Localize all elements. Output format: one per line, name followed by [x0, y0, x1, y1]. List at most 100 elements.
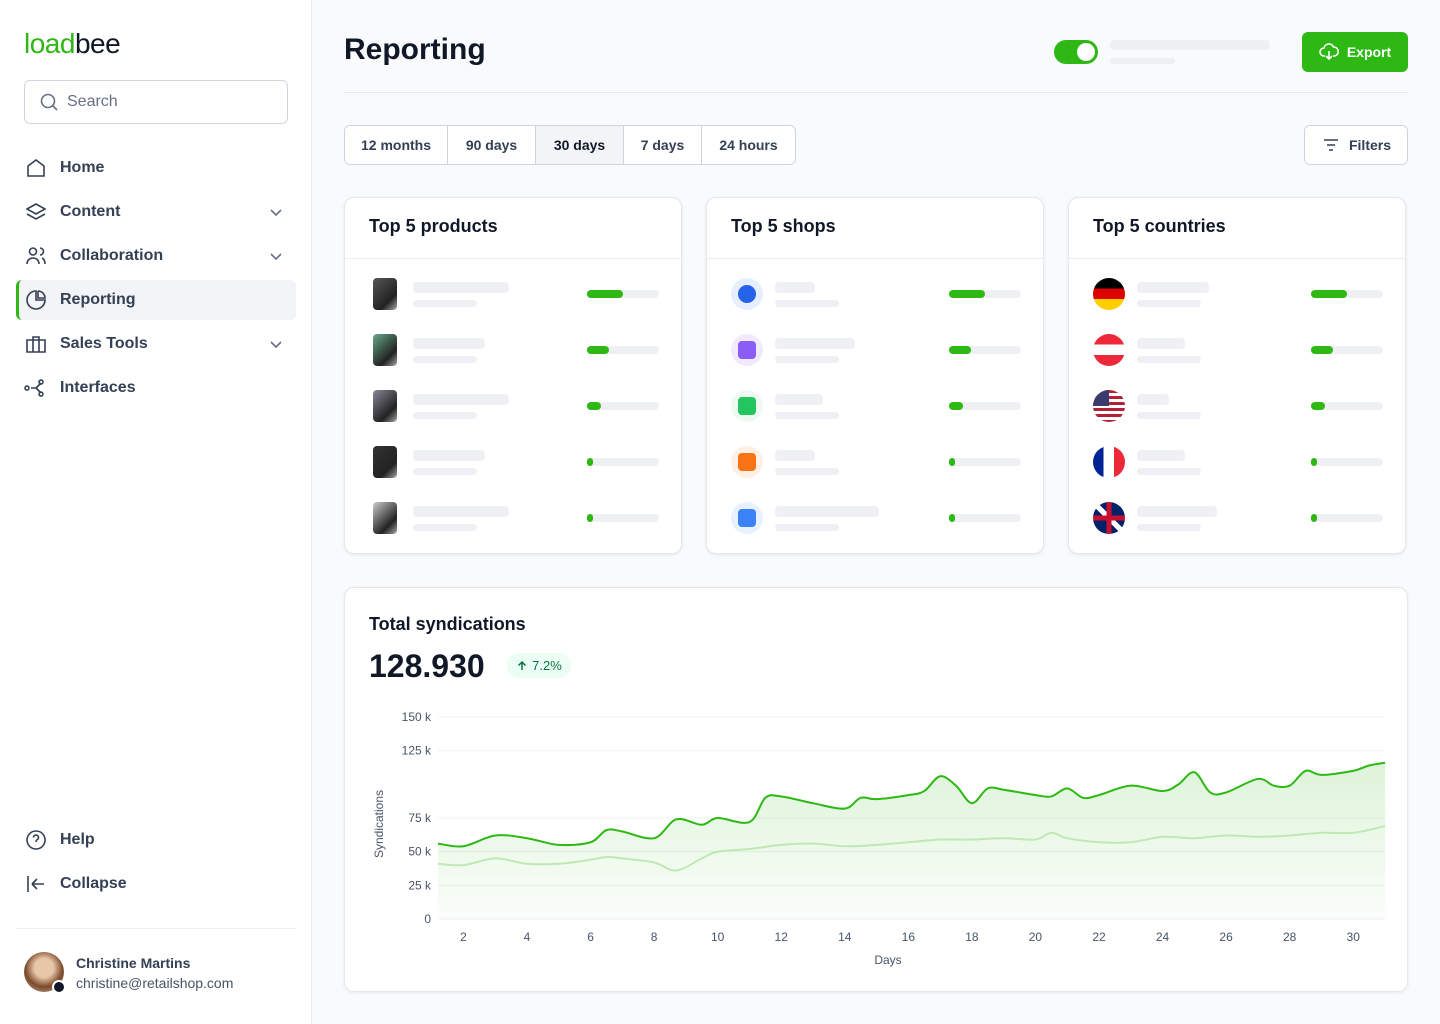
progress-fill	[587, 402, 601, 410]
nav-item[interactable]: Help	[24, 820, 296, 860]
skeleton	[775, 468, 839, 475]
progress-fill	[949, 402, 963, 410]
nav-label: Content	[60, 203, 121, 220]
nav-item[interactable]: Reporting	[24, 280, 296, 320]
filters-button[interactable]: Filters	[1304, 125, 1408, 165]
x-tick-label: 22	[1092, 930, 1106, 944]
skeleton	[1137, 506, 1217, 517]
nav-icon	[27, 876, 44, 892]
nav-item[interactable]: Content	[24, 192, 296, 232]
progress-fill	[1311, 514, 1317, 522]
icon-path	[27, 159, 45, 177]
chevron	[270, 209, 282, 217]
nav-item[interactable]: Sales Tools	[24, 324, 296, 364]
skeleton	[413, 282, 509, 293]
search-icon	[40, 93, 58, 111]
skeleton	[413, 394, 509, 405]
nav-item[interactable]: Home	[24, 148, 296, 188]
y-tick-label: 75 k	[408, 811, 432, 825]
shop-logo-mark	[738, 509, 756, 527]
nav-item[interactable]: Collaboration	[24, 236, 296, 276]
card-title: Top 5 countries	[1093, 216, 1226, 236]
line	[437, 761, 1386, 848]
progress-track	[587, 346, 659, 354]
chevron-path	[270, 341, 282, 349]
y-axis-label: Syndications	[372, 790, 386, 858]
skeleton	[1137, 524, 1201, 531]
chart-title: Total syndications	[369, 614, 526, 634]
skeleton	[1137, 300, 1201, 307]
up-arrow	[518, 660, 527, 670]
y-tick-label: 0	[424, 912, 431, 926]
avatar-badge	[52, 980, 66, 994]
progress-fill	[1311, 290, 1347, 298]
progress-track	[1311, 346, 1383, 354]
toggle[interactable]	[1054, 40, 1098, 64]
list-card: Top 5 shops	[706, 197, 1044, 554]
nav-label: Collaboration	[60, 247, 164, 264]
y-tick-label: 25 k	[408, 878, 432, 892]
skeleton	[775, 506, 879, 517]
progress-track	[587, 458, 659, 466]
skeleton	[413, 524, 477, 531]
progress-track	[587, 514, 659, 522]
nav-icon	[27, 159, 45, 177]
chevron-path	[270, 209, 282, 217]
logo-part: bee	[74, 28, 121, 59]
search[interactable]: Search	[24, 80, 288, 124]
nav-icon	[26, 290, 46, 310]
skeleton	[413, 450, 485, 461]
progress-fill	[949, 290, 985, 298]
skeleton	[413, 412, 477, 419]
skeleton	[1137, 282, 1209, 293]
progress-track	[949, 402, 1021, 410]
range-tab[interactable]: 90 days	[448, 126, 536, 164]
skeleton	[1110, 40, 1270, 50]
progress-track	[949, 290, 1021, 298]
card-title: Top 5 shops	[731, 216, 836, 236]
nav-label: Sales Tools	[60, 335, 148, 352]
range-tab[interactable]: 24 hours	[719, 137, 778, 153]
flag	[1093, 446, 1125, 478]
list-card: Top 5 products	[344, 197, 682, 554]
y-tick-label: 150 k	[402, 710, 432, 724]
divider	[1069, 258, 1405, 259]
skeleton	[775, 394, 823, 405]
x-tick-label: 6	[587, 930, 594, 944]
nav-label: Interfaces	[60, 379, 136, 396]
icon-path	[26, 290, 46, 310]
flag-canton	[1093, 390, 1109, 406]
nav-icon	[26, 336, 46, 353]
x-tick-label: 4	[524, 930, 531, 944]
icon-path	[26, 247, 46, 265]
range-tab[interactable]: 30 days	[536, 126, 624, 164]
x-tick-label: 26	[1219, 930, 1233, 944]
skeleton	[775, 412, 839, 419]
chevron	[270, 341, 282, 349]
nav-icon	[26, 830, 46, 850]
icon-path	[27, 876, 44, 892]
nav-icon	[26, 247, 46, 265]
filters-label: Filters	[1348, 137, 1391, 153]
progress-track	[949, 458, 1021, 466]
x-tick-label: 24	[1156, 930, 1170, 944]
range-tab[interactable]: 12 months	[345, 126, 448, 164]
nav-item[interactable]: Collapse	[24, 864, 296, 904]
progress-track	[1311, 290, 1383, 298]
skeleton	[413, 300, 477, 307]
x-tick-label: 12	[775, 930, 789, 944]
change-value: 7.2%	[532, 658, 562, 673]
export-button[interactable]: Export	[1302, 32, 1408, 72]
chart-card: Total syndications 128.930 7.2% 0 25 k 50 …	[344, 587, 1408, 992]
list-card: Top 5 countries	[1068, 197, 1406, 554]
y-tick-label: 50 k	[408, 845, 432, 859]
nav-label: Reporting	[60, 291, 136, 308]
skeleton	[775, 524, 839, 531]
range-tab[interactable]: 7 days	[624, 126, 702, 164]
export-label: Export	[1346, 44, 1392, 60]
x-tick-label: 14	[838, 930, 852, 944]
product-image	[373, 390, 397, 422]
nav-item[interactable]: Interfaces	[24, 368, 296, 408]
product-image	[373, 502, 397, 534]
